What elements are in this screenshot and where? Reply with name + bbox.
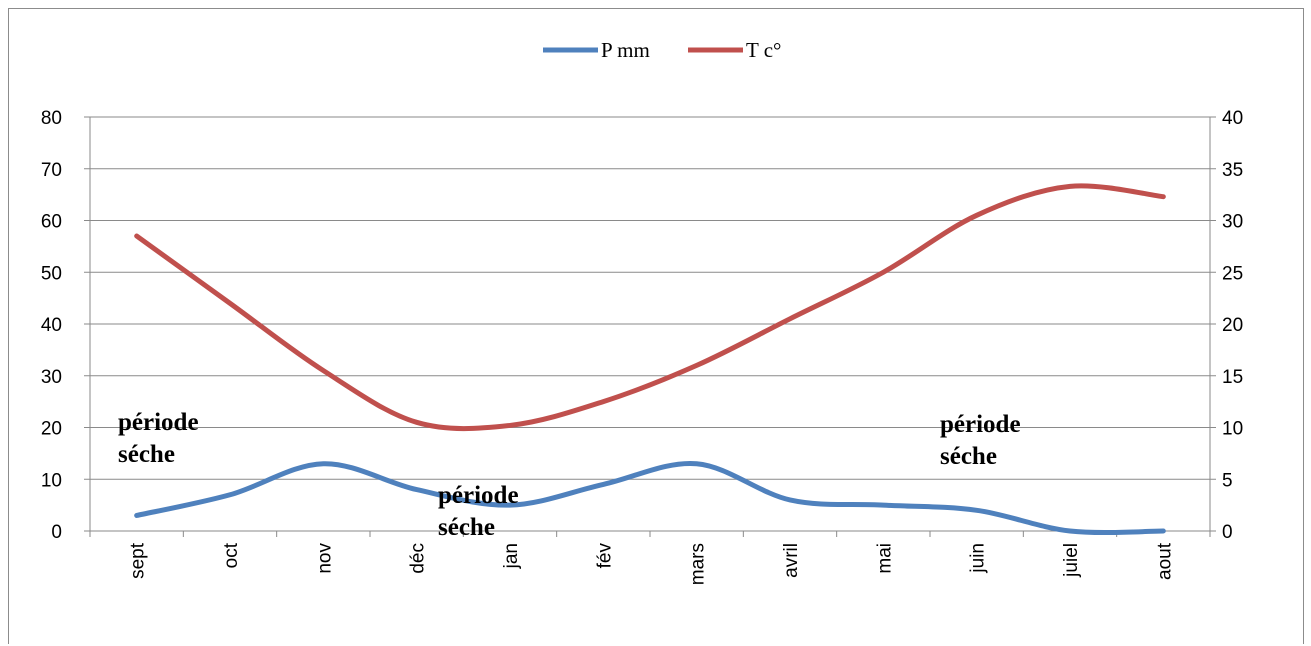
x-tick-label: sept: [128, 542, 149, 579]
y-left-tick-label: 20: [41, 419, 62, 440]
annotation-text-line: séche: [438, 514, 495, 541]
x-tick-label: fév: [594, 543, 615, 569]
x-tick-label: jan: [501, 543, 522, 569]
y-right-tick-label: 40: [1222, 108, 1243, 129]
y-left-tick-label: 10: [41, 470, 62, 491]
annotation-text-line: séche: [940, 443, 997, 470]
y-left-tick-label: 30: [41, 367, 62, 388]
y-left-tick-label: 70: [41, 160, 62, 181]
series-line-precipitation: [134, 460, 1166, 536]
x-tick-label: aout: [1154, 542, 1175, 580]
legend-label: T c°: [746, 38, 781, 62]
x-tick-label: mars: [688, 543, 709, 585]
y-right-tick-label: 35: [1222, 160, 1243, 181]
annotation-text-line: période: [438, 482, 519, 509]
y-right-tick-label: 10: [1222, 419, 1243, 440]
legend: P mm T c°: [543, 38, 781, 62]
x-tick-label: déc: [408, 543, 429, 574]
y-right-tick-label: 20: [1222, 315, 1243, 336]
y-left-tick-label: 0: [51, 522, 62, 543]
x-tick-label: avril: [781, 543, 802, 578]
annotation-text-line: période: [118, 409, 199, 436]
y-left-tick-label: 60: [41, 212, 62, 233]
x-tick-label: nov: [314, 543, 335, 574]
chart-frame: [8, 8, 1304, 644]
x-tick-label: mai: [874, 543, 895, 574]
y-right-tick-label: 30: [1222, 212, 1243, 233]
x-tick-label: juin: [968, 543, 989, 574]
y-left-tick-label: 50: [41, 263, 62, 284]
y-right-tick-label: 25: [1222, 263, 1243, 284]
y-right-tick-label: 5: [1222, 470, 1233, 491]
annotation-text-line: période: [940, 411, 1021, 438]
y-left-tick-label: 80: [41, 108, 62, 129]
legend-label: P mm: [601, 38, 650, 62]
x-tick-label: oct: [221, 542, 242, 568]
y-right-tick-label: 15: [1222, 367, 1243, 388]
x-tick-label: juiel: [1061, 543, 1082, 578]
series-line-temperature: [134, 183, 1166, 432]
y-right-tick-label: 0: [1222, 522, 1233, 543]
annotation-text-line: séche: [118, 441, 175, 468]
y-left-tick-label: 40: [41, 315, 62, 336]
annotation-dry-period: période séche: [438, 482, 519, 541]
annotation-dry-period: période séche: [118, 409, 199, 468]
annotation-dry-period: période séche: [940, 411, 1021, 470]
